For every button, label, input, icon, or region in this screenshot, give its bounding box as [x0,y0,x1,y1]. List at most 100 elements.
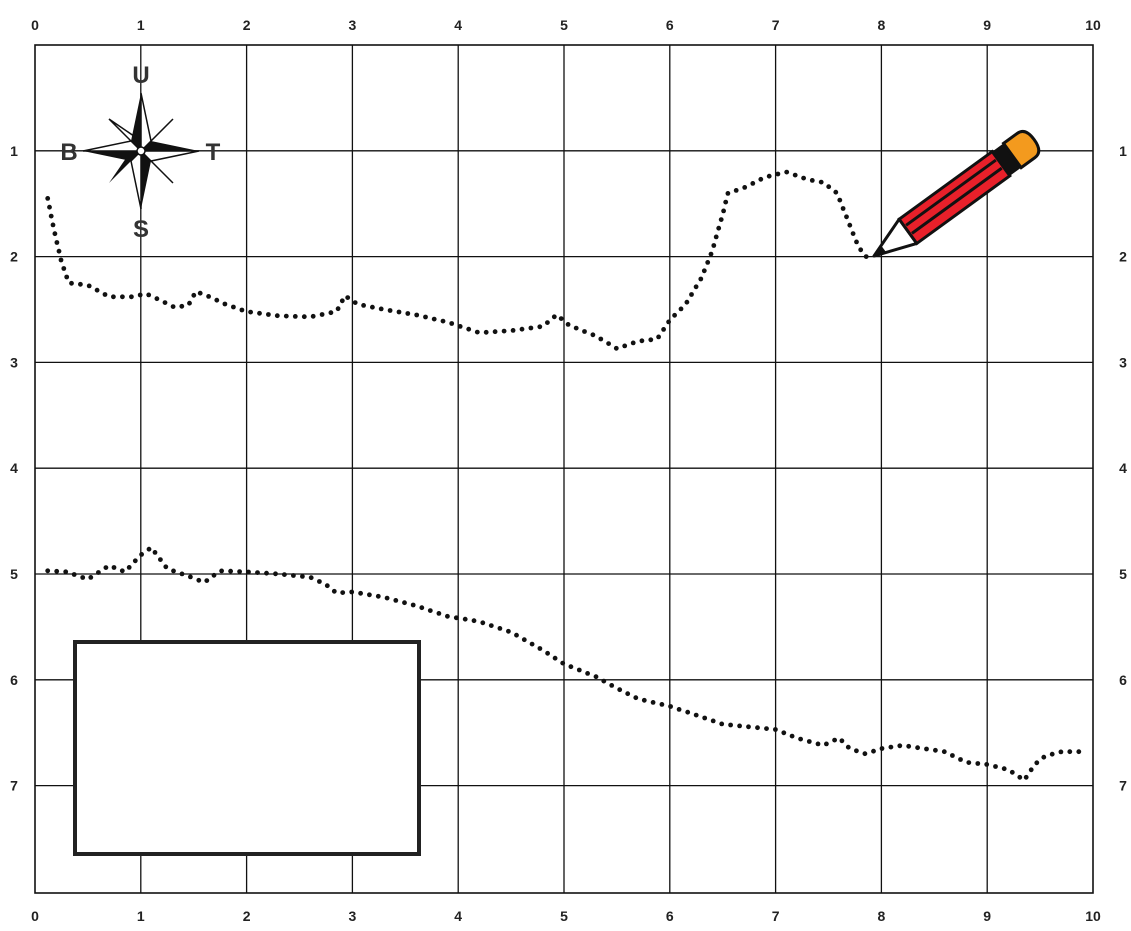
x-tick-label-bottom: 8 [878,908,886,924]
route-dot [146,292,152,298]
route-dot [436,611,442,616]
route-dot [617,687,623,693]
route-dot [102,292,108,297]
route-dot [781,730,787,736]
route-dot [457,324,463,329]
route-dot [775,171,781,177]
route-dot [410,602,416,608]
y-tick-label-left: 4 [10,460,18,476]
route-dot [1076,749,1082,755]
route-dot [698,276,704,282]
route-dot [471,618,477,624]
route-dot [784,169,790,175]
route-dot [111,565,117,570]
route-dot [358,590,363,596]
route-dot [625,691,631,697]
route-dot [367,592,372,598]
route-dot [349,589,355,595]
y-tick-label-right: 1 [1119,143,1127,159]
y-tick-label-left: 5 [10,566,18,582]
route-dot [863,254,869,259]
route-dot [755,725,760,731]
route-dot [146,546,152,552]
route-dot [246,569,251,575]
route-dot [622,343,628,349]
route-dot [170,304,176,309]
x-tick-label-top: 8 [878,17,886,33]
route-dot [378,306,384,312]
route-dot [300,574,305,579]
route-dot [552,655,558,661]
route-dot [737,723,742,729]
route-dot [958,757,963,762]
y-tick-label-right: 6 [1119,672,1127,688]
route-dot [1023,774,1029,780]
route-dot [483,329,489,335]
route-dot [120,294,125,300]
route-dot [650,700,656,705]
route-dot [713,234,719,240]
route-dot [719,721,725,727]
route-dot [440,318,446,324]
y-tick-label-right: 7 [1119,778,1127,794]
route-dot [773,727,778,732]
route-dot [661,327,666,332]
route-dot [565,322,571,327]
route-dot [576,667,582,673]
route-dot [702,715,708,721]
route-dot [601,678,607,684]
route-dot [966,760,972,765]
route-dot [701,268,707,274]
x-tick-label-bottom: 2 [243,908,251,924]
y-tick-label-left: 6 [10,672,18,688]
y-tick-label-left: 3 [10,354,18,370]
x-tick-label-bottom: 7 [772,908,780,924]
pencil-icon [872,129,1041,258]
x-tick-label-bottom: 5 [560,908,568,924]
route-dot [725,191,731,196]
route-dot [606,341,611,346]
route-dot [1001,766,1007,772]
route-dot [402,600,407,606]
compass-north-label: U [132,62,149,89]
route-dot [405,311,411,316]
route-dot [815,741,821,747]
route-dot [301,314,307,320]
route-dot [340,590,346,595]
route-dot [317,579,322,584]
route-dot [352,300,358,305]
x-tick-label-top: 4 [454,17,462,33]
route-dot [639,338,645,344]
route-dot [78,281,83,287]
route-dot [308,575,314,581]
compass-west-label: B [60,139,77,166]
x-tick-label-top: 9 [983,17,991,33]
route-dot [139,552,145,557]
route-dot [824,741,829,747]
route-dot [54,568,60,574]
route-dot [590,332,596,338]
route-dot [137,292,143,298]
route-dot [257,310,262,316]
route-dot [283,313,289,319]
route-dot [1067,749,1073,755]
route-dot [993,764,998,769]
route-dot [292,314,298,319]
route-dot [126,565,132,570]
route-dot [96,570,101,575]
route-dot [529,641,535,647]
route-dot [684,299,690,305]
route-dot [52,231,58,237]
route-dot [445,613,450,619]
route-dot [206,294,212,299]
route-dot [630,340,636,346]
route-dot [933,747,938,753]
route-dot [162,300,168,305]
route-dot [152,550,158,555]
route-dot [61,266,67,271]
x-tick-label-bottom: 4 [454,908,462,924]
route-dot [462,616,468,622]
route-dot [689,292,694,297]
route-dot [560,660,566,666]
